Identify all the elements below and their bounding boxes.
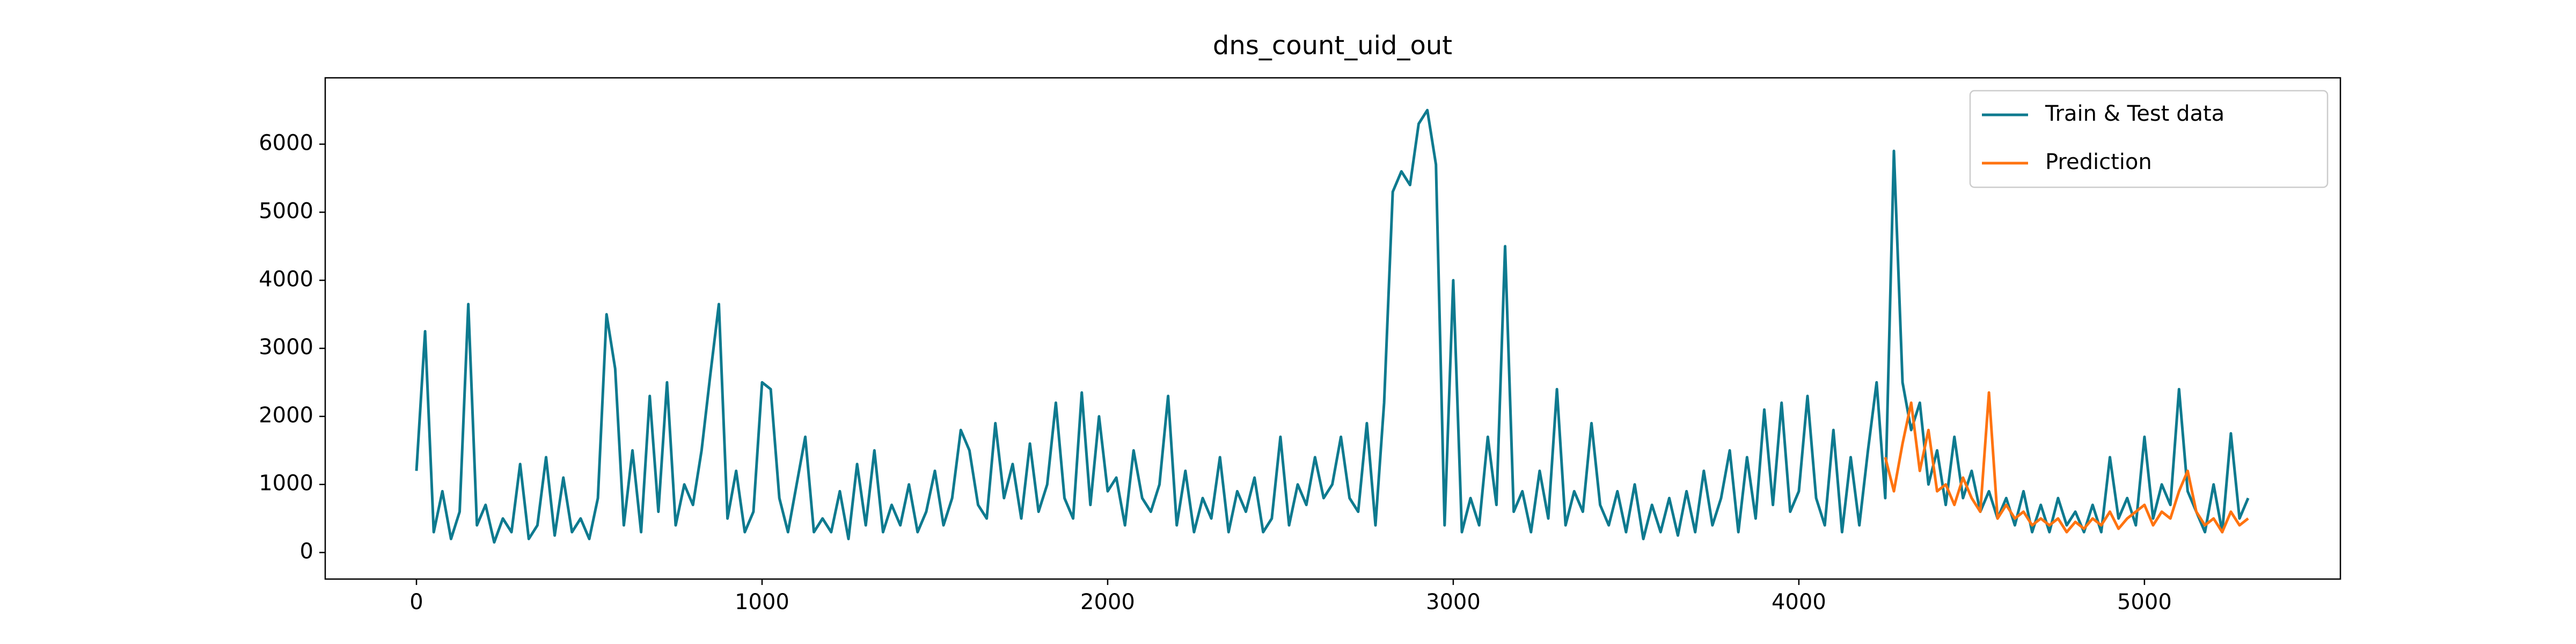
- y-tick-label: 1000: [259, 471, 313, 496]
- x-tick-label: 3000: [1426, 590, 1481, 614]
- x-tick-label: 5000: [2117, 590, 2172, 614]
- x-tick-label: 4000: [1772, 590, 1826, 614]
- y-tick-label: 4000: [259, 267, 313, 291]
- y-tick-label: 0: [300, 539, 313, 564]
- legend-label: Prediction: [2045, 150, 2152, 174]
- y-tick-label: 6000: [259, 131, 313, 156]
- axes-frame: [324, 77, 2341, 580]
- x-tick-label: 1000: [735, 590, 789, 614]
- legend-box: [1969, 90, 2329, 188]
- y-tick-label: 3000: [259, 335, 313, 360]
- x-tick-label: 2000: [1080, 590, 1135, 614]
- data-line: [1884, 391, 2249, 533]
- chart-title: dns_count_uid_out: [1213, 31, 1452, 61]
- legend-label: Train & Test data: [2045, 101, 2224, 126]
- x-tick-label: 0: [409, 590, 423, 614]
- y-tick-label: 2000: [259, 403, 313, 428]
- legend: Train & Test data Prediction: [1969, 90, 2329, 188]
- y-tick-label: 5000: [259, 199, 313, 223]
